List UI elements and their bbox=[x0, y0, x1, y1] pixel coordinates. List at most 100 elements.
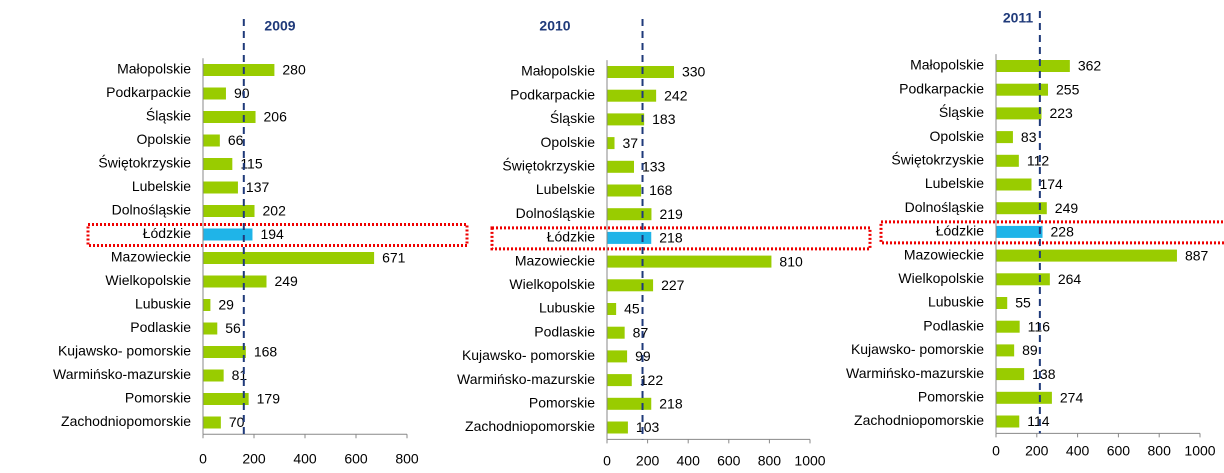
bar bbox=[607, 137, 615, 150]
category-label: Dolnośląskie bbox=[905, 199, 985, 215]
bar bbox=[203, 416, 221, 429]
category-label: Kujawsko- pomorskie bbox=[462, 347, 595, 363]
category-label: Zachodniopomorskie bbox=[61, 413, 191, 429]
category-label: Łódzkie bbox=[143, 225, 191, 241]
value-label: 223 bbox=[1049, 105, 1073, 121]
chart-title: 2011 bbox=[1003, 10, 1034, 26]
value-label: 56 bbox=[225, 320, 241, 336]
bar bbox=[996, 249, 1177, 262]
bar bbox=[203, 369, 224, 382]
bar bbox=[203, 228, 253, 241]
category-label: Śląskie bbox=[146, 107, 191, 124]
value-label: 274 bbox=[1060, 390, 1084, 406]
value-label: 168 bbox=[649, 182, 673, 198]
chart-title: 2010 bbox=[539, 18, 570, 34]
x-tick-label: 800 bbox=[395, 451, 419, 467]
value-label: 83 bbox=[1021, 129, 1037, 145]
category-label: Łódzkie bbox=[547, 229, 595, 245]
bar bbox=[996, 178, 1032, 191]
x-tick-label: 1000 bbox=[794, 453, 825, 468]
bar bbox=[996, 391, 1052, 404]
value-label: 174 bbox=[1039, 176, 1063, 192]
category-label: Zachodniopomorskie bbox=[465, 418, 595, 434]
bar bbox=[607, 208, 652, 221]
x-tick-label: 200 bbox=[636, 453, 660, 468]
category-label: Mazowieckie bbox=[904, 246, 984, 262]
value-label: 55 bbox=[1015, 295, 1031, 311]
category-label: Opolskie bbox=[930, 128, 985, 144]
bar bbox=[607, 374, 632, 387]
value-label: 168 bbox=[254, 344, 278, 360]
bar bbox=[996, 368, 1025, 381]
category-label: Lubelskie bbox=[132, 178, 191, 194]
category-label: Śląskie bbox=[939, 103, 984, 120]
category-label: Mazowieckie bbox=[515, 252, 595, 268]
category-label: Małopolskie bbox=[910, 57, 984, 73]
value-label: 219 bbox=[659, 206, 683, 222]
x-tick-label: 400 bbox=[293, 451, 317, 467]
category-label: Warmińsko-mazurskie bbox=[53, 366, 191, 382]
value-label: 122 bbox=[640, 372, 664, 388]
value-label: 138 bbox=[1032, 366, 1056, 382]
category-label: Śląskie bbox=[550, 109, 595, 126]
value-label: 249 bbox=[1055, 200, 1079, 216]
bar bbox=[996, 202, 1047, 215]
x-tick-label: 1000 bbox=[1184, 443, 1215, 459]
category-label: Podkarpackie bbox=[510, 86, 595, 102]
category-label: Podlaskie bbox=[534, 323, 595, 339]
category-label: Świętokrzyskie bbox=[98, 154, 191, 171]
category-label: Warmińsko-mazurskie bbox=[457, 371, 595, 387]
bar bbox=[607, 397, 652, 410]
value-label: 66 bbox=[228, 132, 244, 148]
x-tick-label: 600 bbox=[1107, 443, 1131, 459]
category-label: Pomorskie bbox=[918, 389, 984, 405]
value-label: 133 bbox=[642, 159, 666, 175]
category-label: Lubuskie bbox=[135, 296, 191, 312]
value-label: 194 bbox=[260, 226, 284, 242]
bar bbox=[996, 225, 1043, 238]
value-label: 112 bbox=[1027, 153, 1050, 169]
highlight-box bbox=[490, 226, 872, 251]
category-label: Pomorskie bbox=[125, 390, 191, 406]
bar bbox=[203, 299, 211, 311]
chart-title: 2009 bbox=[264, 18, 295, 34]
value-label: 179 bbox=[257, 391, 281, 407]
x-tick-label: 600 bbox=[717, 453, 741, 468]
bar bbox=[203, 87, 226, 100]
bar bbox=[996, 415, 1020, 428]
category-label: Lubuskie bbox=[928, 294, 984, 310]
value-label: 103 bbox=[636, 419, 660, 435]
value-label: 183 bbox=[652, 111, 676, 127]
category-label: Podkarpackie bbox=[899, 80, 984, 96]
bar bbox=[203, 181, 238, 194]
value-label: 280 bbox=[282, 62, 306, 78]
category-label: Zachodniopomorskie bbox=[854, 412, 984, 428]
value-label: 114 bbox=[1027, 413, 1050, 429]
value-label: 70 bbox=[229, 414, 245, 430]
bar bbox=[607, 231, 652, 244]
x-tick-label: 0 bbox=[992, 443, 1000, 459]
value-label: 810 bbox=[779, 253, 803, 269]
highlight-box bbox=[86, 223, 469, 247]
bar bbox=[996, 107, 1042, 120]
value-label: 202 bbox=[263, 203, 287, 219]
category-label: Świętokrzyskie bbox=[502, 157, 595, 174]
value-label: 362 bbox=[1078, 58, 1102, 74]
bar bbox=[996, 154, 1019, 167]
bar bbox=[607, 66, 674, 78]
category-label: Dolnośląskie bbox=[112, 202, 192, 218]
bar bbox=[607, 421, 628, 434]
category-label: Podkarpackie bbox=[106, 84, 191, 100]
x-tick-label: 800 bbox=[1148, 443, 1172, 459]
x-tick-label: 0 bbox=[199, 451, 207, 467]
category-label: Mazowieckie bbox=[111, 249, 191, 265]
bar bbox=[203, 205, 255, 217]
category-label: Podlaskie bbox=[130, 319, 191, 335]
bar bbox=[607, 160, 634, 173]
x-tick-label: 400 bbox=[1066, 443, 1090, 459]
value-label: 218 bbox=[659, 396, 683, 412]
category-label: Podlaskie bbox=[923, 317, 984, 333]
bar bbox=[203, 158, 233, 170]
value-label: 255 bbox=[1056, 81, 1080, 97]
